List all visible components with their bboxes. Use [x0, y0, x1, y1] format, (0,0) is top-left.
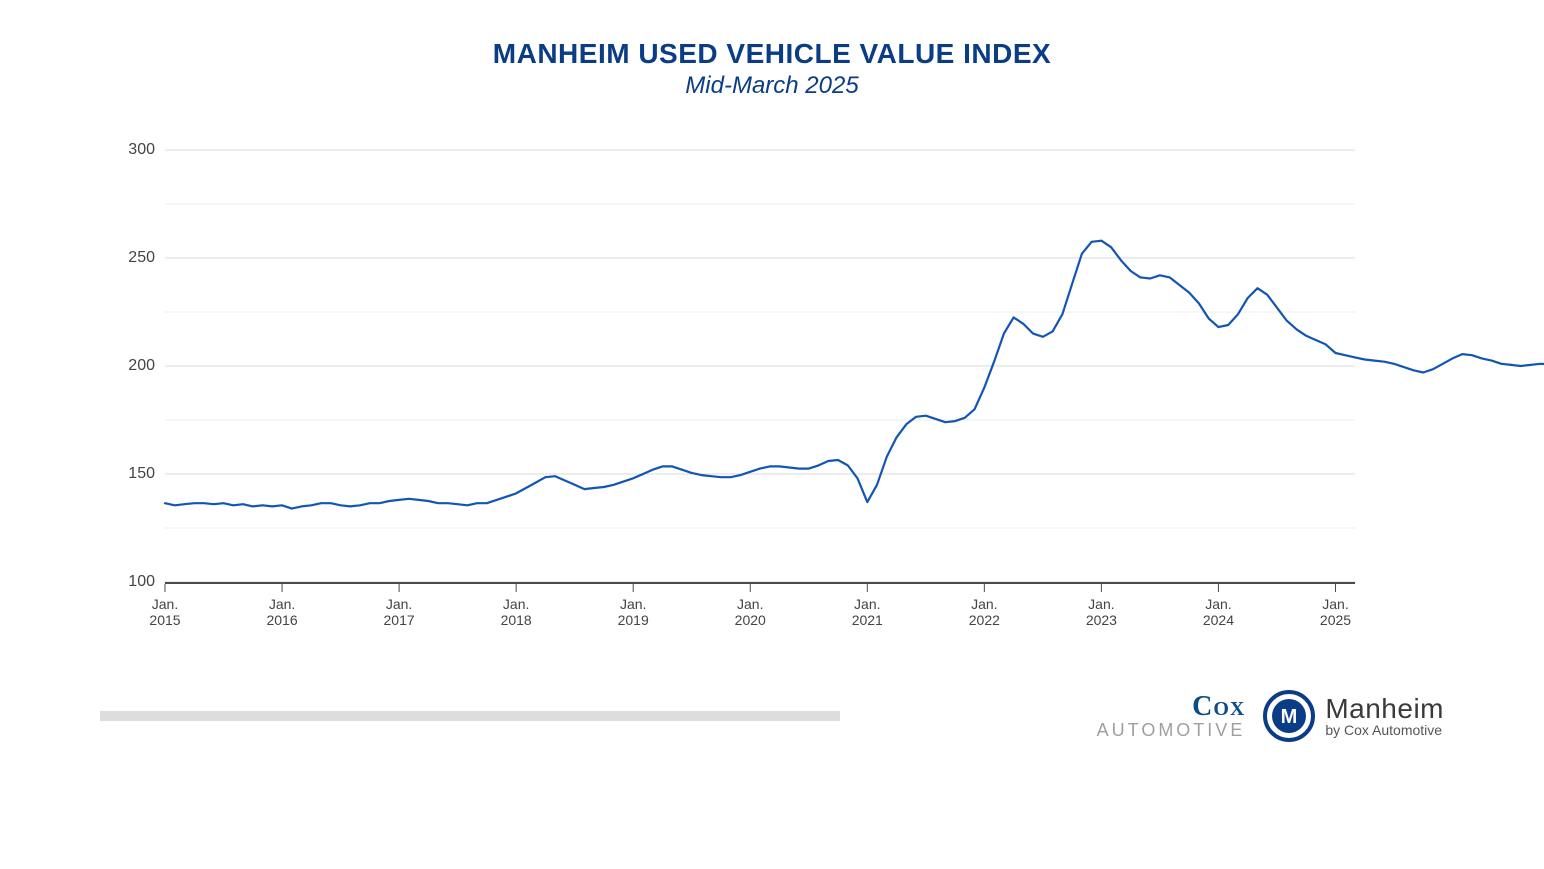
x-tick-label: Jan.2023	[1071, 596, 1131, 628]
y-tick-label: 150	[105, 465, 155, 483]
x-tick-label: Jan.2020	[720, 596, 780, 628]
x-tick-label: Jan.2016	[252, 596, 312, 628]
y-tick-label: 300	[105, 141, 155, 159]
x-tick-label: Jan.2018	[486, 596, 546, 628]
cox-logo-top: Cox	[1097, 693, 1246, 721]
x-tick-label: Jan.2015	[135, 596, 195, 628]
y-tick-label: 250	[105, 249, 155, 267]
y-tick-label: 100	[105, 573, 155, 591]
x-tick-label: Jan.2024	[1188, 596, 1248, 628]
attribution-bar	[100, 711, 840, 721]
chart-container: MANHEIM USED VEHICLE VALUE INDEX Mid-Mar…	[0, 0, 1544, 869]
cox-logo-bottom: Automotive	[1097, 721, 1246, 739]
x-tick-label: Jan.2017	[369, 596, 429, 628]
x-tick-label: Jan.2025	[1305, 596, 1365, 628]
x-tick-label: Jan.2019	[603, 596, 663, 628]
manheim-text: Manheim by Cox Automotive	[1325, 694, 1444, 738]
x-tick-label: Jan.2022	[954, 596, 1014, 628]
manheim-icon: M	[1263, 690, 1315, 742]
logo-block: Cox Automotive M Manheim by Cox Automoti…	[1097, 690, 1444, 742]
manheim-logo: M Manheim by Cox Automotive	[1263, 690, 1444, 742]
x-tick-label: Jan.2021	[837, 596, 897, 628]
manheim-logo-bottom: by Cox Automotive	[1325, 723, 1444, 738]
svg-text:M: M	[1281, 706, 1298, 728]
manheim-logo-top: Manheim	[1325, 694, 1444, 723]
y-tick-label: 200	[105, 357, 155, 375]
attribution-row: Cox Automotive M Manheim by Cox Automoti…	[100, 690, 1444, 742]
cox-logo: Cox Automotive	[1097, 693, 1246, 739]
